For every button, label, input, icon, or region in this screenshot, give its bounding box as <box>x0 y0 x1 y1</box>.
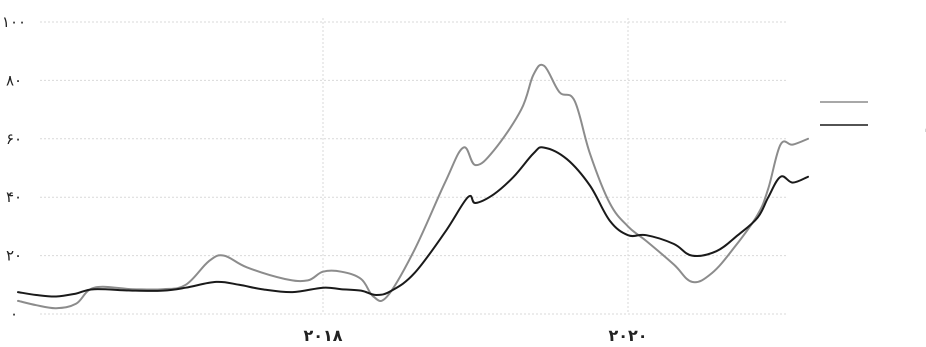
y-tick-label: ۱۰۰ <box>2 13 26 31</box>
legend: تورم غذاتورم <box>820 95 926 133</box>
x-axis-ticks: ۲۰۱۸ ۲۰۲۰ <box>303 326 647 345</box>
y-axis-ticks: ۰ ۲۰ ۴۰ ۶۰ ۸۰ ۱۰۰ <box>2 13 26 323</box>
x-tick-label: ۲۰۱۸ <box>303 326 342 345</box>
y-tick-label: ۸۰ <box>6 71 22 89</box>
grid <box>40 18 788 315</box>
series-line-1 <box>17 146 809 298</box>
series-lines <box>17 63 809 310</box>
y-tick-label: ۲۰ <box>6 247 22 265</box>
y-tick-label: ۶۰ <box>6 130 22 148</box>
series-line-0 <box>17 63 809 310</box>
y-tick-label: ۰ <box>10 305 18 323</box>
x-tick-label: ۲۰۲۰ <box>608 326 647 345</box>
y-tick-label: ۴۰ <box>6 188 22 206</box>
